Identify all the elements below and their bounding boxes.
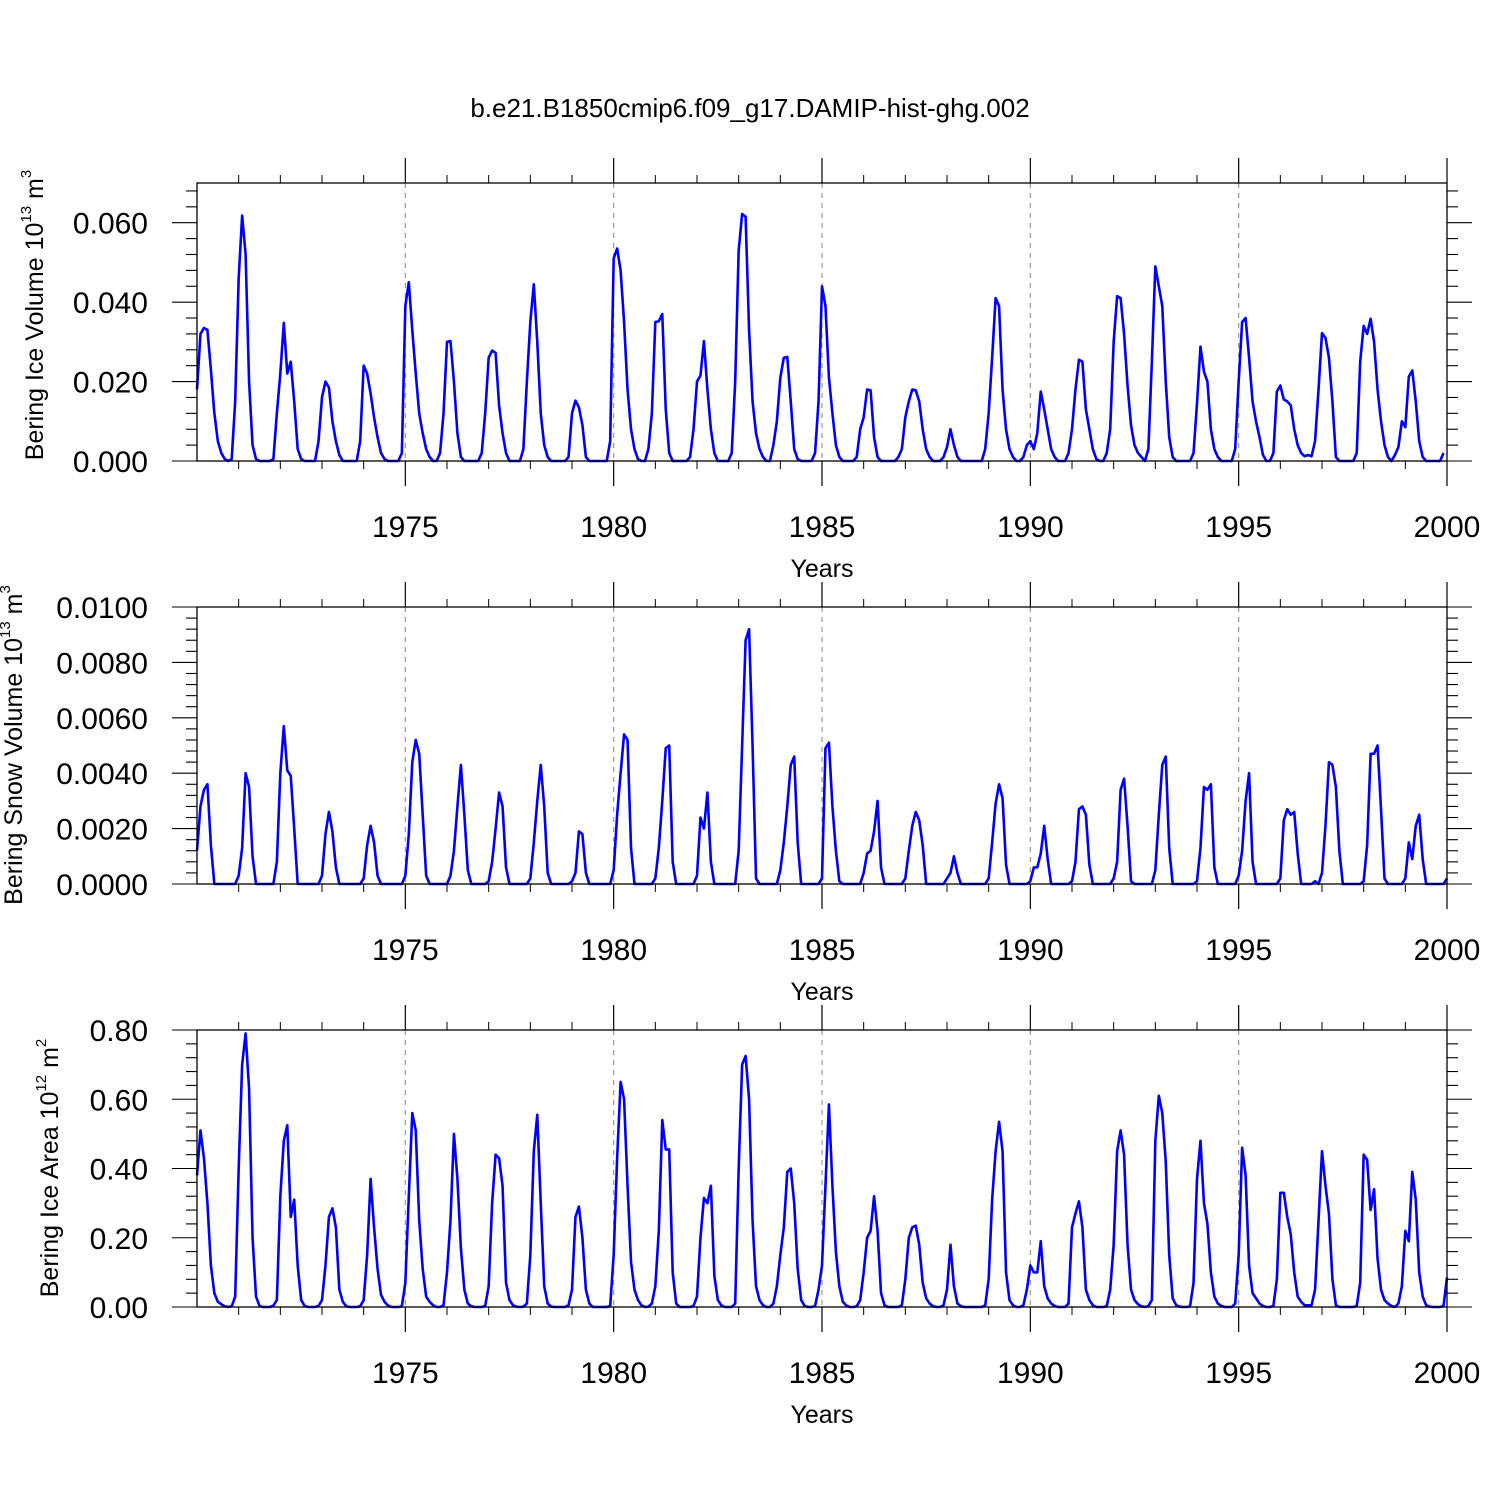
snow-volume-x-tick-label: 1975 <box>372 934 439 967</box>
snow-volume-y-tick-label: 0.0000 <box>56 869 148 902</box>
ice-area-y-tick-label: 0.20 <box>90 1223 148 1256</box>
ice-area-x-tick-label: 1980 <box>580 1357 647 1390</box>
snow-volume-x-tick-label: 1995 <box>1205 934 1272 967</box>
ice-area-ylabel: Bering Ice Area 1012 m2 <box>33 1039 64 1298</box>
snow-volume-x-tick-label: 1990 <box>997 934 1064 967</box>
ice-volume-x-tick-label: 2000 <box>1414 511 1481 544</box>
ice-area-series-line <box>195 1032 1449 1309</box>
panel-ice-area: Bering Ice Area 1012 m2 Years 1975 1980 19… <box>33 1005 1480 1429</box>
ice-volume-xlabel: Years <box>790 555 853 583</box>
ice-area-y-tick-label: 0.00 <box>90 1292 148 1325</box>
snow-volume-axes-frame <box>196 606 1448 885</box>
snow-volume-plot-area: 1975 1980 1985 1990 1995 2000 0.0000 0.0020 0.00… <box>56 582 1480 967</box>
snow-volume-series-line <box>195 627 1449 886</box>
snow-volume-xlabel: Years <box>790 978 853 1006</box>
snow-volume-y-tick-label: 0.0020 <box>56 814 148 847</box>
ice-volume-x-tick-label: 1995 <box>1205 511 1272 544</box>
ice-volume-x-tick-label: 1990 <box>997 511 1064 544</box>
ice-volume-axes-frame <box>196 182 1448 462</box>
panel-ice-volume: Bering Ice Volume 1013 m3 Years 1975 1980… <box>18 158 1480 583</box>
ice-volume-x-tick-label: 1975 <box>372 511 439 544</box>
ice-volume-y-tick-label: 0.040 <box>73 287 148 320</box>
chart-title: b.e21.B1850cmip6.f09_g17.DAMIP-hist-ghg.… <box>470 93 1029 123</box>
snow-volume-y-tick-label: 0.0040 <box>56 758 148 791</box>
ice-volume-y-tick-label: 0.020 <box>73 367 148 400</box>
snow-volume-ylabel: Bering Snow Volume 1013 m3 <box>0 585 28 905</box>
snow-volume-y-tick-label: 0.0080 <box>56 647 148 680</box>
ice-volume-x-tick-label: 1985 <box>789 511 856 544</box>
ice-volume-plot-area: 1975 1980 1985 1990 1995 2000 0.000 0.020 0.040 0… <box>73 158 1480 544</box>
snow-volume-x-tick-label: 2000 <box>1414 934 1481 967</box>
ice-area-xlabel: Years <box>790 1401 853 1429</box>
ice-area-x-tick-label: 1985 <box>789 1357 856 1390</box>
ice-area-y-tick-label: 0.80 <box>90 1015 148 1048</box>
snow-volume-y-tick-label: 0.0060 <box>56 703 148 736</box>
ice-volume-x-tick-label: 1980 <box>580 511 647 544</box>
snow-volume-y-tick-label: 0.0100 <box>56 592 148 625</box>
ice-volume-y-tick-label: 0.060 <box>73 208 148 241</box>
ice-area-x-tick-label: 1995 <box>1205 1357 1272 1390</box>
ice-volume-y-tick-label: 0.000 <box>73 446 148 479</box>
ice-volume-ylabel: Bering Ice Volume 1013 m3 <box>18 170 49 460</box>
ice-area-x-tick-label: 1975 <box>372 1357 439 1390</box>
snow-volume-x-tick-label: 1985 <box>789 934 856 967</box>
panel-snow-volume: Bering Snow Volume 1013 m3 Years 1975 198… <box>0 582 1480 1006</box>
ice-area-axes-frame <box>196 1029 1448 1308</box>
ice-area-y-tick-label: 0.40 <box>90 1154 148 1187</box>
ice-area-x-tick-label: 1990 <box>997 1357 1064 1390</box>
ice-volume-series-line <box>195 212 1445 463</box>
snow-volume-x-tick-label: 1980 <box>580 934 647 967</box>
ice-area-plot-area: 1975 1980 1985 1990 1995 2000 0.00 0.20 0.40 0.60… <box>90 1005 1481 1390</box>
ice-area-x-tick-label: 2000 <box>1414 1357 1481 1390</box>
ice-area-y-tick-label: 0.60 <box>90 1084 148 1117</box>
